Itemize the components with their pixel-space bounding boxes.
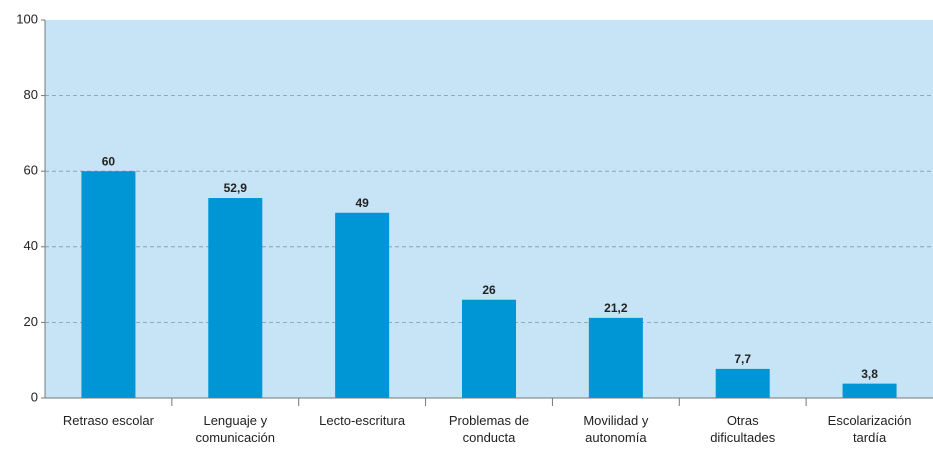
y-tick-label: 80 <box>24 87 38 102</box>
bar <box>335 212 390 398</box>
bar <box>588 317 643 398</box>
y-tick-label: 40 <box>24 238 38 253</box>
y-tick-label: 20 <box>24 314 38 329</box>
x-tick-label: Retraso escolar <box>63 413 155 428</box>
x-tick-label: Lenguaje y comunicación <box>196 413 276 445</box>
y-tick-label: 60 <box>24 163 38 178</box>
y-tick-label: 0 <box>31 389 38 404</box>
value-label: 52,9 <box>224 181 248 195</box>
x-tick-label: Otras dificultades <box>710 413 776 445</box>
value-label: 7,7 <box>734 352 751 366</box>
value-label: 21,2 <box>604 301 628 315</box>
bar <box>842 383 897 398</box>
x-tick-label: Movilidad y autonomía <box>583 413 649 445</box>
value-label: 60 <box>102 154 116 168</box>
value-label: 26 <box>482 283 496 297</box>
x-tick-label: Problemas de conducta <box>449 413 529 445</box>
x-tick-label: Lecto-escritura <box>319 413 406 428</box>
bar <box>208 198 263 398</box>
x-tick-label: Escolarización tardía <box>828 413 912 445</box>
bar <box>715 368 770 398</box>
value-label: 49 <box>355 196 369 210</box>
bar <box>462 299 516 398</box>
value-label: 3,8 <box>861 367 878 381</box>
bar <box>81 171 136 398</box>
y-tick-label: 100 <box>16 11 38 26</box>
